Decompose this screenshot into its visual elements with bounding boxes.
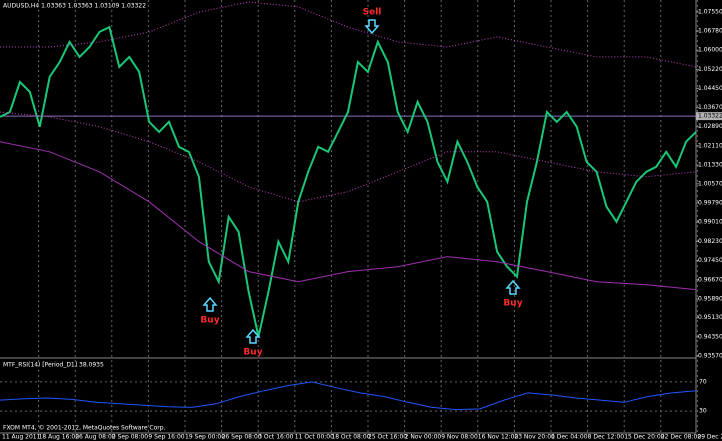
y-tick-label: 0.97450	[698, 257, 722, 264]
x-tick-label: 2 Nov 00:00	[405, 434, 442, 441]
y-tick-label: 1.01330	[698, 162, 722, 169]
y-tick-label: 30	[699, 408, 707, 415]
signal-label: Buy	[243, 348, 262, 358]
price-label: 1.03322	[698, 113, 722, 120]
x-tick-label: 11 Aug 2011	[2, 434, 41, 441]
x-tick-label: 26 Aug 08:00	[75, 434, 116, 441]
signal-arrow	[364, 19, 380, 35]
y-tick-label: 1.06780	[698, 28, 722, 35]
signal-arrow	[505, 279, 521, 295]
y-tick-label: 1.06000	[698, 47, 722, 54]
signal-label: Buy	[503, 299, 522, 309]
indicator-title: MTF_RSI(14) [Period_D1] 38.0935	[3, 362, 104, 369]
x-tick-label: 9 Nov 08:00	[441, 434, 478, 441]
x-tick-label: 18 Oct 08:00	[331, 434, 370, 441]
y-tick-label: 0.96670	[698, 276, 722, 283]
band-line	[0, 111, 697, 203]
signal-label: Sell	[363, 8, 382, 18]
y-tick-label: 0.95890	[698, 295, 722, 302]
y-tick-label: 0.95130	[698, 314, 722, 321]
y-tick-label: 0.99010	[698, 219, 722, 226]
indicator-line	[0, 381, 697, 411]
chart-title: AUDUSD,H4 1.03363 1.03363 1.03109 1.0332…	[3, 3, 146, 10]
price-label-box	[696, 112, 722, 121]
y-tick-label: 1.05220	[698, 66, 722, 73]
x-tick-label: 26 Sep 08:00	[222, 434, 262, 441]
x-tick-label: 29 Dec 20:00	[697, 434, 722, 441]
x-tick-label: 3 Oct 16:00	[258, 434, 293, 441]
x-tick-label: 11 Oct 00:00	[295, 434, 334, 441]
signal-arrow	[202, 296, 218, 312]
y-tick-label: 0.94350	[698, 333, 722, 340]
y-tick-label: 1.00570	[698, 180, 722, 187]
y-tick-label: 1.02110	[698, 142, 722, 149]
x-tick-label: 15 Dec 20:00	[624, 434, 665, 441]
footer: FXOM MT4, © 2001-2012, MetaQuotes Softwa…	[3, 425, 166, 432]
x-tick-label: 2 Sep 08:00	[112, 434, 148, 441]
x-tick-label: 23 Nov 20:00	[514, 434, 555, 441]
y-tick-label: 1.02890	[698, 123, 722, 130]
y-tick-label: 1.03670	[698, 104, 722, 111]
y-tick-label: 1.04450	[698, 85, 722, 92]
y-tick-label: 0.98230	[698, 238, 722, 245]
signal-label: Buy	[200, 316, 219, 326]
y-tick-label: 1.07550	[698, 9, 722, 16]
band-line	[0, 141, 697, 291]
x-tick-label: 8 Dec 12:00	[588, 434, 625, 441]
x-tick-label: 16 Nov 12:00	[478, 434, 519, 441]
signal-arrow	[245, 328, 261, 344]
x-tick-label: 9 Sep 16:00	[148, 434, 184, 441]
x-tick-label: 19 Sep 00:00	[185, 434, 225, 441]
price-line-series	[0, 25, 697, 337]
x-tick-label: 18 Aug 16:00	[39, 434, 80, 441]
y-tick-label: 0.99790	[698, 199, 722, 206]
y-tick-label: 70	[699, 378, 707, 385]
y-tick-label: 0.93570	[698, 353, 722, 360]
x-tick-label: 25 Oct 16:00	[368, 434, 407, 441]
x-tick-label: 22 Dec 08:00	[661, 434, 702, 441]
x-tick-label: 1 Dec 04:00	[551, 434, 588, 441]
